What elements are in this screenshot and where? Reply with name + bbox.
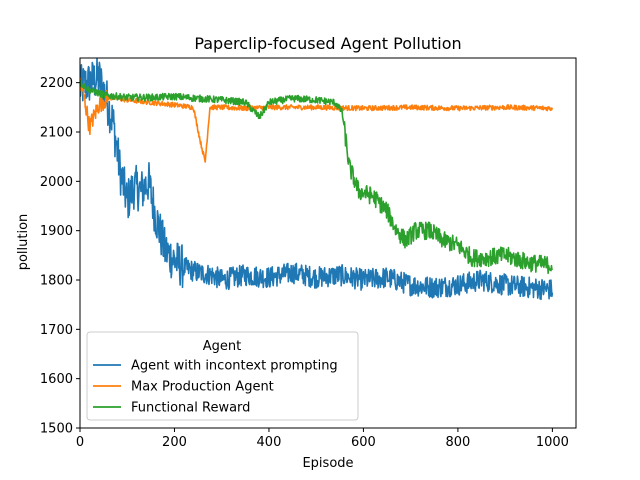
series-line-0 [80,58,554,301]
x-tick-label: 0 [76,435,84,450]
plot-area [80,58,554,301]
legend-frame [86,331,359,421]
y-tick-label: 1500 [40,422,73,437]
y-tick-label: 2100 [40,126,73,141]
x-tick-label: 600 [351,435,376,450]
y-tick-label: 1800 [40,274,73,289]
series-line-2 [80,79,554,275]
x-tick-label: 800 [445,435,470,450]
x-axis-label: Episode [302,456,353,471]
x-tick-label: 400 [257,435,282,450]
y-axis-label: pollution [16,214,31,271]
y-tick-label: 1600 [40,372,73,387]
y-tick-label: 1700 [40,323,73,338]
y-tick-label: 2000 [40,175,73,190]
legend-entries: Agent with incontext prompting Max Produc… [93,359,338,416]
y-tick-label: 1900 [40,224,73,239]
legend-entry-label: Max Production Agent [131,380,274,395]
legend-title: Agent [203,339,241,354]
axes-frame [79,57,577,429]
chart-title: Paperclip-focused Agent Pollution [194,34,461,53]
series-line-1 [80,77,554,163]
axes: 0 200 400 600 800 1000 1500 1600 1700 1800 1900 200… [40,57,577,450]
legend: Agent Agent with incontext prompting Max … [86,331,359,421]
x-tick-label: 200 [162,435,187,450]
y-tick-label: 2200 [40,76,73,91]
legend-entry-label: Agent with incontext prompting [131,359,338,374]
legend-entry-label: Functional Reward [131,401,250,416]
x-tick-label: 1000 [536,435,569,450]
